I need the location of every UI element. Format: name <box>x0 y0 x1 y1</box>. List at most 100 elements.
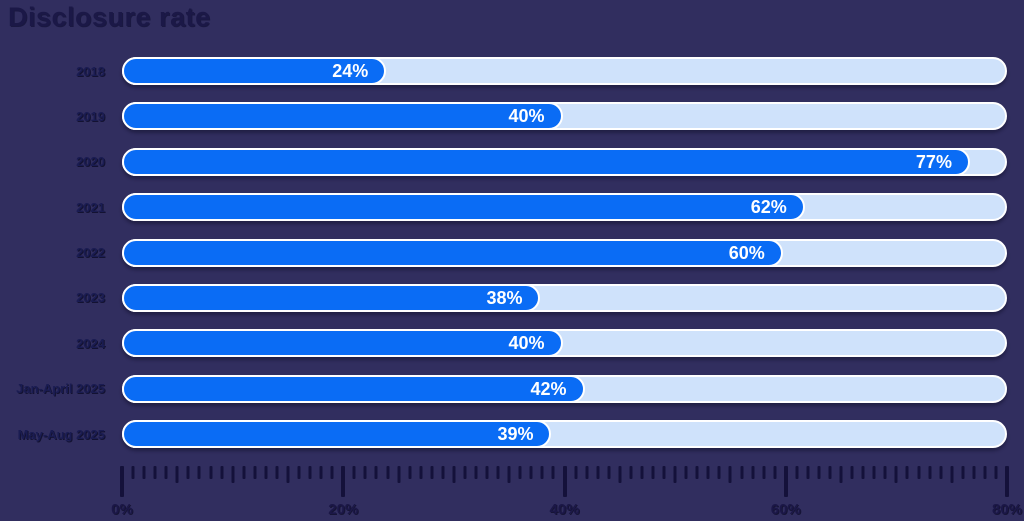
axis-tick <box>651 466 655 479</box>
axis-tick <box>308 466 312 479</box>
bar-track: 40% <box>122 102 1007 131</box>
category-label: 2019 <box>76 108 105 124</box>
axis-tick <box>883 466 887 479</box>
axis-tick <box>762 466 766 479</box>
axis-tick <box>717 466 721 479</box>
bar-track: 42% <box>122 374 1007 403</box>
axis-tick <box>264 466 268 479</box>
axis-tick <box>153 466 157 479</box>
bar-row: 2023 38% <box>0 283 1010 312</box>
axis-tick <box>386 466 389 479</box>
axis-tick <box>341 466 346 497</box>
axis-tick <box>950 466 954 483</box>
axis-tick <box>939 466 943 479</box>
axis-tick <box>463 466 467 479</box>
axis-tick <box>585 466 589 479</box>
axis-tick <box>994 466 998 479</box>
bar-track: 38% <box>122 283 1007 312</box>
axis-tick <box>297 466 301 479</box>
chart-title: Disclosure rate <box>8 2 211 32</box>
bars-area: 2018 24% 2019 40% 2020 77% 2021 62% <box>0 57 1010 466</box>
category-label: Jan-April 2025 <box>16 381 105 397</box>
axis-tick-label: 20% <box>328 501 359 518</box>
axis-tick <box>917 466 920 479</box>
bar-fill: 42% <box>122 374 585 403</box>
axis-tick <box>352 466 356 479</box>
category-label: 2022 <box>76 245 105 261</box>
axis-tick-label: 60% <box>770 501 801 518</box>
axis-tick <box>783 466 788 497</box>
bar-fill: 60% <box>122 238 783 267</box>
axis-tick <box>983 466 987 479</box>
axis-tick <box>839 466 843 483</box>
axis-tick <box>175 466 179 483</box>
axis-tick <box>397 466 401 483</box>
category-label: 2020 <box>76 154 105 170</box>
bar-value-label: 77% <box>915 151 952 172</box>
axis-tick <box>596 466 600 479</box>
axis-tick <box>485 466 489 479</box>
axis-tick <box>640 466 644 479</box>
bar-row: 2018 24% <box>0 57 1010 85</box>
axis-tick <box>374 466 378 479</box>
bar-fill: 39% <box>122 420 552 449</box>
bar-value-label: 60% <box>728 242 765 263</box>
axis-tick <box>673 466 677 483</box>
bar-fill: 24% <box>122 57 387 85</box>
bar-value-label: 62% <box>750 197 787 218</box>
axis-tick <box>795 466 799 479</box>
axis-tick <box>828 466 832 479</box>
axis-tick <box>629 466 633 479</box>
axis-tick-label: 80% <box>991 501 1023 518</box>
bar-value-label: 24% <box>332 61 369 81</box>
bar-track: 24% <box>122 57 1007 85</box>
bar-value-label: 38% <box>486 287 523 308</box>
bar-row: Jan-April 2025 42% <box>0 374 1010 403</box>
bar-row: 2021 62% <box>0 193 1010 222</box>
axis-tick <box>142 466 146 479</box>
axis-tick <box>529 466 533 479</box>
axis-tick <box>419 466 423 479</box>
bar-value-label: 40% <box>508 106 545 127</box>
bar-value-label: 39% <box>497 424 534 445</box>
axis-tick <box>662 466 666 479</box>
axis-tick <box>773 466 777 479</box>
axis-tick <box>574 466 578 479</box>
axis-tick <box>905 466 909 479</box>
axis-tick <box>120 466 124 497</box>
axis-tick <box>806 466 810 479</box>
axis-tick <box>441 466 445 479</box>
axis-tick <box>894 466 898 483</box>
axis-tick <box>452 466 456 483</box>
axis-tick <box>430 466 434 479</box>
axis-tick <box>607 466 611 479</box>
axis-tick <box>363 466 367 479</box>
axis-tick <box>695 466 699 479</box>
axis-tick <box>197 466 201 479</box>
bar-row: 2020 77% <box>0 147 1010 176</box>
axis-tick <box>253 466 257 479</box>
axis-tick <box>872 466 876 479</box>
axis-tick <box>186 466 190 479</box>
bar-fill: 40% <box>122 102 563 131</box>
bar-fill: 38% <box>122 283 541 312</box>
axis-tick <box>220 466 224 479</box>
category-label: 2021 <box>76 199 105 215</box>
bar-track: 77% <box>122 147 1007 176</box>
axis-tick <box>850 466 854 479</box>
category-label: 2018 <box>76 63 105 79</box>
category-label: 2023 <box>76 290 105 306</box>
axis-tick <box>751 466 755 479</box>
axis-tick <box>507 466 511 483</box>
bar-value-label: 42% <box>530 378 567 399</box>
bar-track: 40% <box>122 329 1007 358</box>
bar-track: 62% <box>122 193 1007 222</box>
category-label: May-Aug 2025 <box>17 426 105 442</box>
axis-tick <box>551 466 555 479</box>
axis-tick <box>275 466 279 479</box>
axis-tick <box>972 466 976 479</box>
axis-tick <box>131 466 135 479</box>
axis-tick <box>817 466 821 479</box>
axis-tick <box>728 466 732 483</box>
axis-tick <box>518 466 522 479</box>
